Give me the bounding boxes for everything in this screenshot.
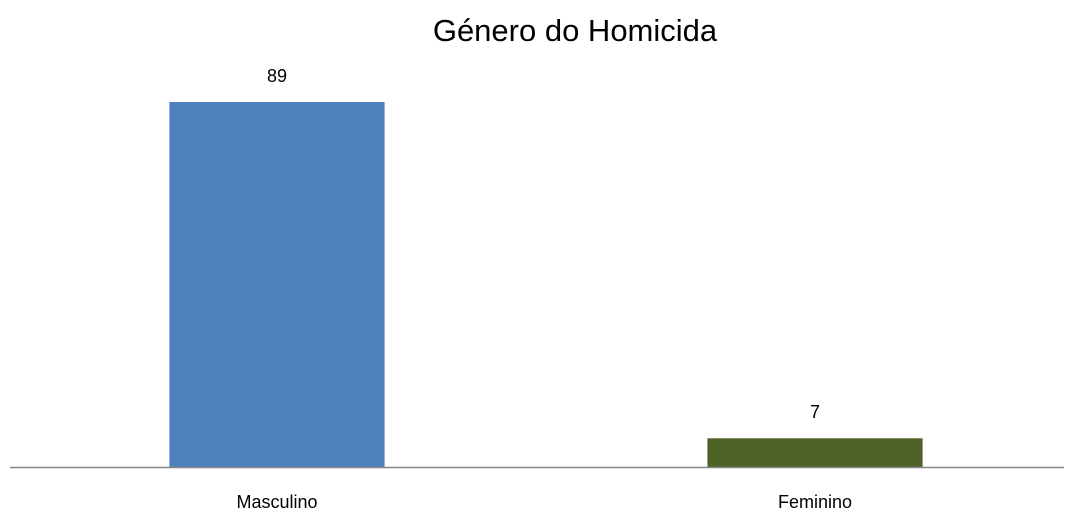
bar [707,438,923,467]
x-tick-label: Masculino [236,492,317,512]
value-label: 7 [810,402,820,422]
x-tick-label: Feminino [778,492,852,512]
value-label: 89 [267,66,287,86]
bar [169,102,385,467]
chart-title: Género do Homicida [433,13,718,48]
